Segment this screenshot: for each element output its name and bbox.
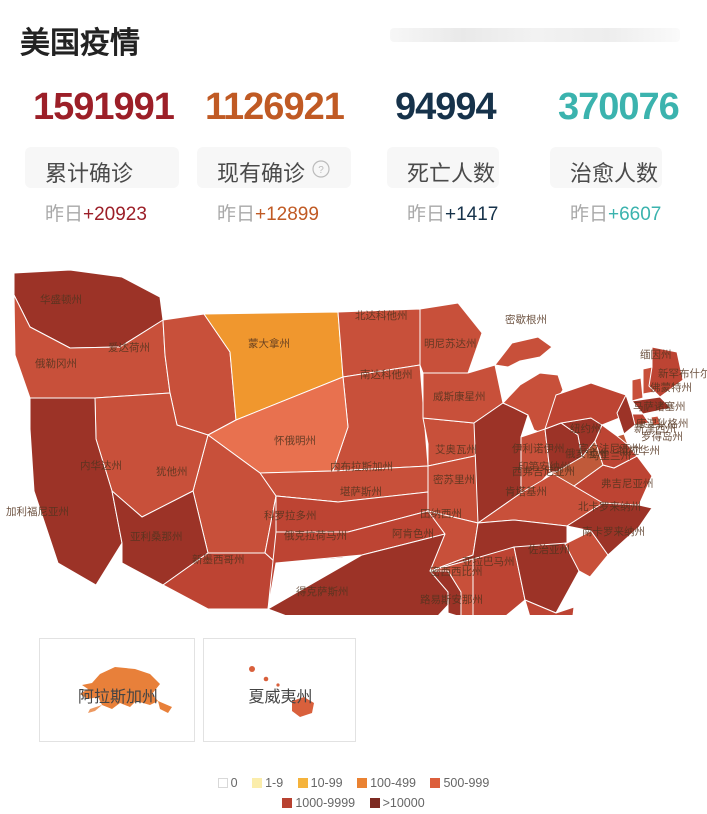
svg-text:堪萨斯州: 堪萨斯州 <box>340 485 382 498</box>
svg-text:佛蒙特州: 佛蒙特州 <box>650 381 692 394</box>
svg-text:特拉华州: 特拉华州 <box>618 444 660 457</box>
svg-text:伊利诺伊州: 伊利诺伊州 <box>512 443 565 455</box>
svg-text:路易斯安那州: 路易斯安那州 <box>420 593 483 606</box>
svg-text:怀俄明州: 怀俄明州 <box>274 435 316 447</box>
svg-text:纽约州: 纽约州 <box>570 422 602 435</box>
svg-text:西弗吉尼亚州: 西弗吉尼亚州 <box>512 465 575 478</box>
svg-text:内华达州: 内华达州 <box>80 459 122 472</box>
svg-text:阿肯色州: 阿肯色州 <box>392 527 434 540</box>
svg-text:田纳西州: 田纳西州 <box>420 507 462 520</box>
svg-text:加利福尼亚州: 加利福尼亚州 <box>6 505 69 518</box>
svg-text:犹他州: 犹他州 <box>156 465 188 478</box>
svg-text:亚拉巴马州: 亚拉巴马州 <box>462 555 515 568</box>
svg-text:南卡罗来纳州: 南卡罗来纳州 <box>582 525 645 538</box>
svg-text:得克萨斯州: 得克萨斯州 <box>296 585 349 598</box>
svg-text:马萨诸塞州: 马萨诸塞州 <box>633 400 686 413</box>
svg-text:康涅狄格州: 康涅狄格州 <box>636 417 689 430</box>
svg-text:?: ? <box>318 165 324 176</box>
svg-text:肯塔基州: 肯塔基州 <box>505 485 547 498</box>
svg-text:艾奥瓦州: 艾奥瓦州 <box>435 443 477 456</box>
svg-text:华盛顿州: 华盛顿州 <box>40 293 82 306</box>
svg-text:亚利桑那州: 亚利桑那州 <box>130 531 183 543</box>
svg-text:威斯康星州: 威斯康星州 <box>433 390 486 403</box>
svg-text:密苏里州: 密苏里州 <box>433 473 475 486</box>
svg-text:北达科他州: 北达科他州 <box>355 309 408 322</box>
svg-text:爱达荷州: 爱达荷州 <box>108 341 150 354</box>
svg-text:佐治亚州: 佐治亚州 <box>528 543 570 556</box>
svg-text:罗得岛州: 罗得岛州 <box>641 430 683 443</box>
svg-text:科罗拉多州: 科罗拉多州 <box>264 509 317 522</box>
svg-text:弗吉尼亚州: 弗吉尼亚州 <box>601 477 654 490</box>
svg-text:新墨西哥州: 新墨西哥州 <box>192 553 245 566</box>
svg-text:蒙大拿州: 蒙大拿州 <box>248 337 290 350</box>
svg-text:明尼苏达州: 明尼苏达州 <box>424 337 477 350</box>
svg-text:俄克拉荷马州: 俄克拉荷马州 <box>284 529 347 542</box>
svg-text:新罕布什尔州: 新罕布什尔州 <box>658 367 707 380</box>
svg-text:内布拉斯加州: 内布拉斯加州 <box>330 460 393 473</box>
svg-text:密歇根州: 密歇根州 <box>505 313 547 326</box>
svg-text:缅因州: 缅因州 <box>640 348 672 361</box>
svg-text:俄勒冈州: 俄勒冈州 <box>35 357 77 370</box>
svg-text:北卡罗来纳州: 北卡罗来纳州 <box>578 500 641 513</box>
svg-text:南达科他州: 南达科他州 <box>360 368 413 381</box>
